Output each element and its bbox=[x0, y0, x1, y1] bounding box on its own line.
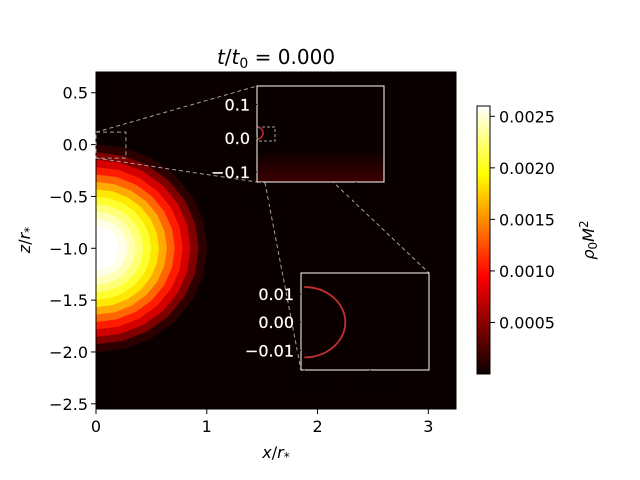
colorbar-ticks: 0.0005 0.0010 0.0015 0.0020 0.0025 bbox=[490, 107, 555, 332]
inset-x-tick-label: 0.2 bbox=[343, 189, 368, 208]
zoom-connector-1b bbox=[95, 157, 258, 183]
density-cell bbox=[96, 218, 105, 228]
inset-2-frame bbox=[300, 272, 430, 371]
inset-2: 0.00 0.02 0.01 0.00 −0.01 bbox=[245, 272, 430, 396]
colorbar-tick-label: 0.0005 bbox=[499, 313, 555, 332]
y-tick-label: −1.5 bbox=[49, 291, 88, 310]
density-cell bbox=[96, 196, 111, 206]
y-tick-label: −2.0 bbox=[49, 343, 88, 362]
y-tick-label: −2.5 bbox=[49, 395, 88, 414]
density-cell bbox=[96, 144, 126, 156]
inset-1-star-arc bbox=[256, 126, 264, 140]
colorbar-tick-label: 0.0010 bbox=[499, 262, 555, 281]
y-axis-label: z/r* bbox=[15, 227, 36, 254]
inset-2-ticks: 0.00 0.02 0.01 0.00 −0.01 bbox=[245, 285, 388, 396]
inset-2-star-boundary bbox=[304, 286, 347, 359]
inset-1-density-band bbox=[257, 150, 384, 182]
density-cell bbox=[96, 203, 109, 213]
colorbar-tick-label: 0.0025 bbox=[499, 107, 555, 126]
x-axis-label: x/r* bbox=[261, 443, 289, 464]
inset-y-tick-label: 0.0 bbox=[225, 129, 250, 148]
colorbar-label: ρ0M2 bbox=[577, 220, 600, 259]
colorbar bbox=[476, 105, 491, 375]
y-tick-label: −0.5 bbox=[49, 187, 88, 206]
density-cell bbox=[96, 181, 115, 192]
density-cell bbox=[96, 166, 119, 178]
density-cell bbox=[96, 210, 107, 221]
y-axis-ticks: 0.5 0.0 −0.5 −1.0 −1.5 −2.0 −2.5 bbox=[49, 84, 96, 414]
colorbar-tick-label: 0.0020 bbox=[499, 159, 555, 178]
inset-1-frame bbox=[256, 85, 385, 183]
x-tick-label: 2 bbox=[312, 417, 322, 436]
inset-x-tick-label: 0.00 bbox=[286, 377, 322, 396]
density-cell bbox=[96, 233, 101, 242]
x-tick-label: 3 bbox=[423, 417, 433, 436]
density-cell bbox=[96, 225, 103, 235]
density-cell bbox=[96, 188, 113, 199]
inset-y-tick-label: 0.00 bbox=[258, 313, 294, 332]
density-cell bbox=[96, 173, 117, 185]
inset-x-tick-label: 0.0 bbox=[249, 189, 274, 208]
inset-1-ticks: 0.0 0.2 0.1 0.0 −0.1 bbox=[211, 95, 368, 208]
x-tick-label: 1 bbox=[202, 417, 212, 436]
y-tick-label: 0.5 bbox=[63, 84, 88, 103]
x-tick-label: 0 bbox=[91, 417, 101, 436]
inset-y-tick-label: −0.1 bbox=[211, 163, 250, 182]
inset-y-tick-label: −0.01 bbox=[245, 341, 294, 360]
x-axis-ticks: 0 1 2 3 bbox=[91, 409, 433, 436]
zoom-box-1 bbox=[95, 131, 127, 159]
inset-y-tick-label: 0.1 bbox=[225, 96, 250, 115]
plot-frame bbox=[95, 71, 457, 410]
inset-1: 0.0 0.2 0.1 0.0 −0.1 bbox=[211, 85, 385, 208]
inset-x-tick-label: 0.02 bbox=[352, 377, 388, 396]
density-heatmap bbox=[96, 144, 208, 353]
inset-y-tick-label: 0.01 bbox=[258, 285, 294, 304]
colorbar-tick-label: 0.0015 bbox=[499, 210, 555, 229]
y-tick-label: 0.0 bbox=[63, 136, 88, 155]
chart-title: t/t0 = 0.000 bbox=[217, 45, 335, 72]
y-tick-label: −1.0 bbox=[49, 239, 88, 258]
